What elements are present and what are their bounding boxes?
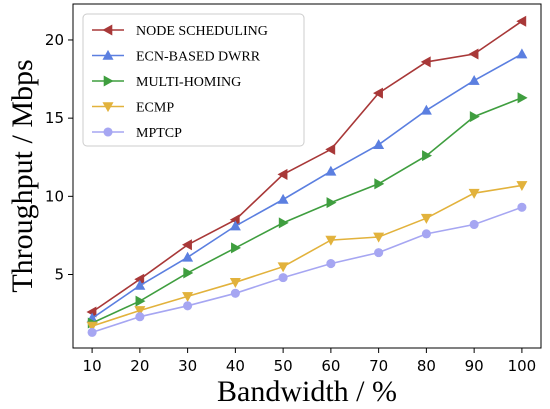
data-point-marker [181, 239, 192, 251]
y-axis-title: Throughput / Mbps [6, 59, 39, 292]
data-point-marker [135, 295, 146, 307]
x-tick-label: 50 [274, 357, 293, 375]
data-point-marker [420, 213, 432, 224]
legend-label: ECMP [136, 101, 174, 116]
x-tick-label: 70 [369, 357, 388, 375]
data-point-marker [87, 327, 97, 337]
data-point-marker [373, 87, 383, 99]
legend: NODE SCHEDULING ECN-BASED DWRR MULTI-HOMIN… [82, 13, 305, 147]
series-1 [86, 48, 528, 323]
data-point-marker [516, 181, 528, 191]
x-tick-label: 90 [465, 357, 484, 375]
x-tick-label: 60 [321, 357, 340, 375]
series-line [91, 53, 523, 319]
data-point-marker [326, 197, 337, 209]
data-point-marker [325, 165, 337, 176]
x-tick-label: 40 [226, 357, 245, 375]
series-line [91, 206, 523, 334]
data-point-marker [468, 75, 480, 85]
data-point-marker [373, 139, 385, 150]
data-point-marker [325, 235, 337, 246]
data-point-marker [102, 24, 113, 36]
legend-box [82, 13, 305, 147]
x-axis-title: Bandwidth / % [217, 375, 397, 408]
series-line [91, 97, 523, 324]
series-4 [87, 202, 527, 337]
data-point-marker [469, 111, 480, 123]
x-tick-label: 80 [417, 357, 436, 375]
data-point-marker [373, 232, 385, 243]
data-point-marker [517, 92, 528, 104]
data-point-marker [277, 193, 289, 204]
legend-label: ECN-BASED DWRR [136, 50, 261, 65]
series-3 [86, 181, 528, 332]
data-point-marker [183, 301, 193, 311]
data-point-marker [468, 48, 479, 60]
data-point-marker [325, 143, 336, 155]
data-point-marker [469, 219, 479, 230]
data-point-marker [278, 273, 288, 283]
data-point-marker [468, 188, 480, 199]
data-point-marker [422, 150, 433, 162]
series-group [86, 15, 528, 337]
series-line [91, 20, 523, 313]
x-tick-label: 10 [83, 357, 102, 375]
data-point-marker [374, 178, 385, 190]
plot-area-frame [72, 3, 542, 349]
x-tick-label: 30 [178, 357, 197, 375]
data-point-marker [182, 292, 194, 303]
y-tick-label: 15 [45, 109, 64, 127]
data-point-marker [420, 104, 432, 115]
data-point-marker [517, 202, 527, 212]
data-point-marker [103, 75, 114, 87]
data-point-marker [183, 267, 194, 279]
data-point-marker [278, 217, 289, 229]
legend-label: MPTCP [136, 126, 182, 141]
x-tick-label: 100 [508, 357, 537, 375]
data-point-marker [229, 220, 241, 231]
legend-label: MULTI-HOMING [136, 75, 241, 90]
data-point-marker [230, 288, 240, 298]
data-point-marker [516, 48, 528, 59]
data-point-marker [326, 259, 336, 269]
series-line [91, 184, 523, 327]
y-tick-label: 5 [54, 266, 64, 284]
data-point-marker [231, 242, 241, 254]
data-point-marker [374, 248, 384, 258]
data-point-marker [420, 56, 431, 68]
data-point-marker [102, 102, 114, 113]
data-point-marker [103, 127, 113, 137]
data-point-marker [182, 251, 194, 262]
y-tick-label: 10 [45, 187, 64, 205]
y-tick-label: 20 [45, 31, 64, 49]
data-point-marker [277, 262, 289, 273]
axis-ticks: 10 20 30 40 50 60 70 80 90 100 5 10 15 20 [45, 31, 536, 375]
data-point-marker [86, 321, 98, 332]
legend-label: NODE SCHEDULING [136, 24, 268, 39]
data-point-marker [134, 306, 146, 317]
data-point-marker [277, 168, 288, 180]
data-point-marker [134, 279, 146, 290]
data-point-marker [135, 312, 145, 322]
series-2 [87, 92, 528, 329]
data-point-marker [516, 15, 527, 27]
x-tick-label: 20 [130, 357, 149, 375]
data-point-marker [421, 229, 431, 239]
data-point-marker [102, 49, 114, 60]
data-point-marker [229, 278, 241, 288]
